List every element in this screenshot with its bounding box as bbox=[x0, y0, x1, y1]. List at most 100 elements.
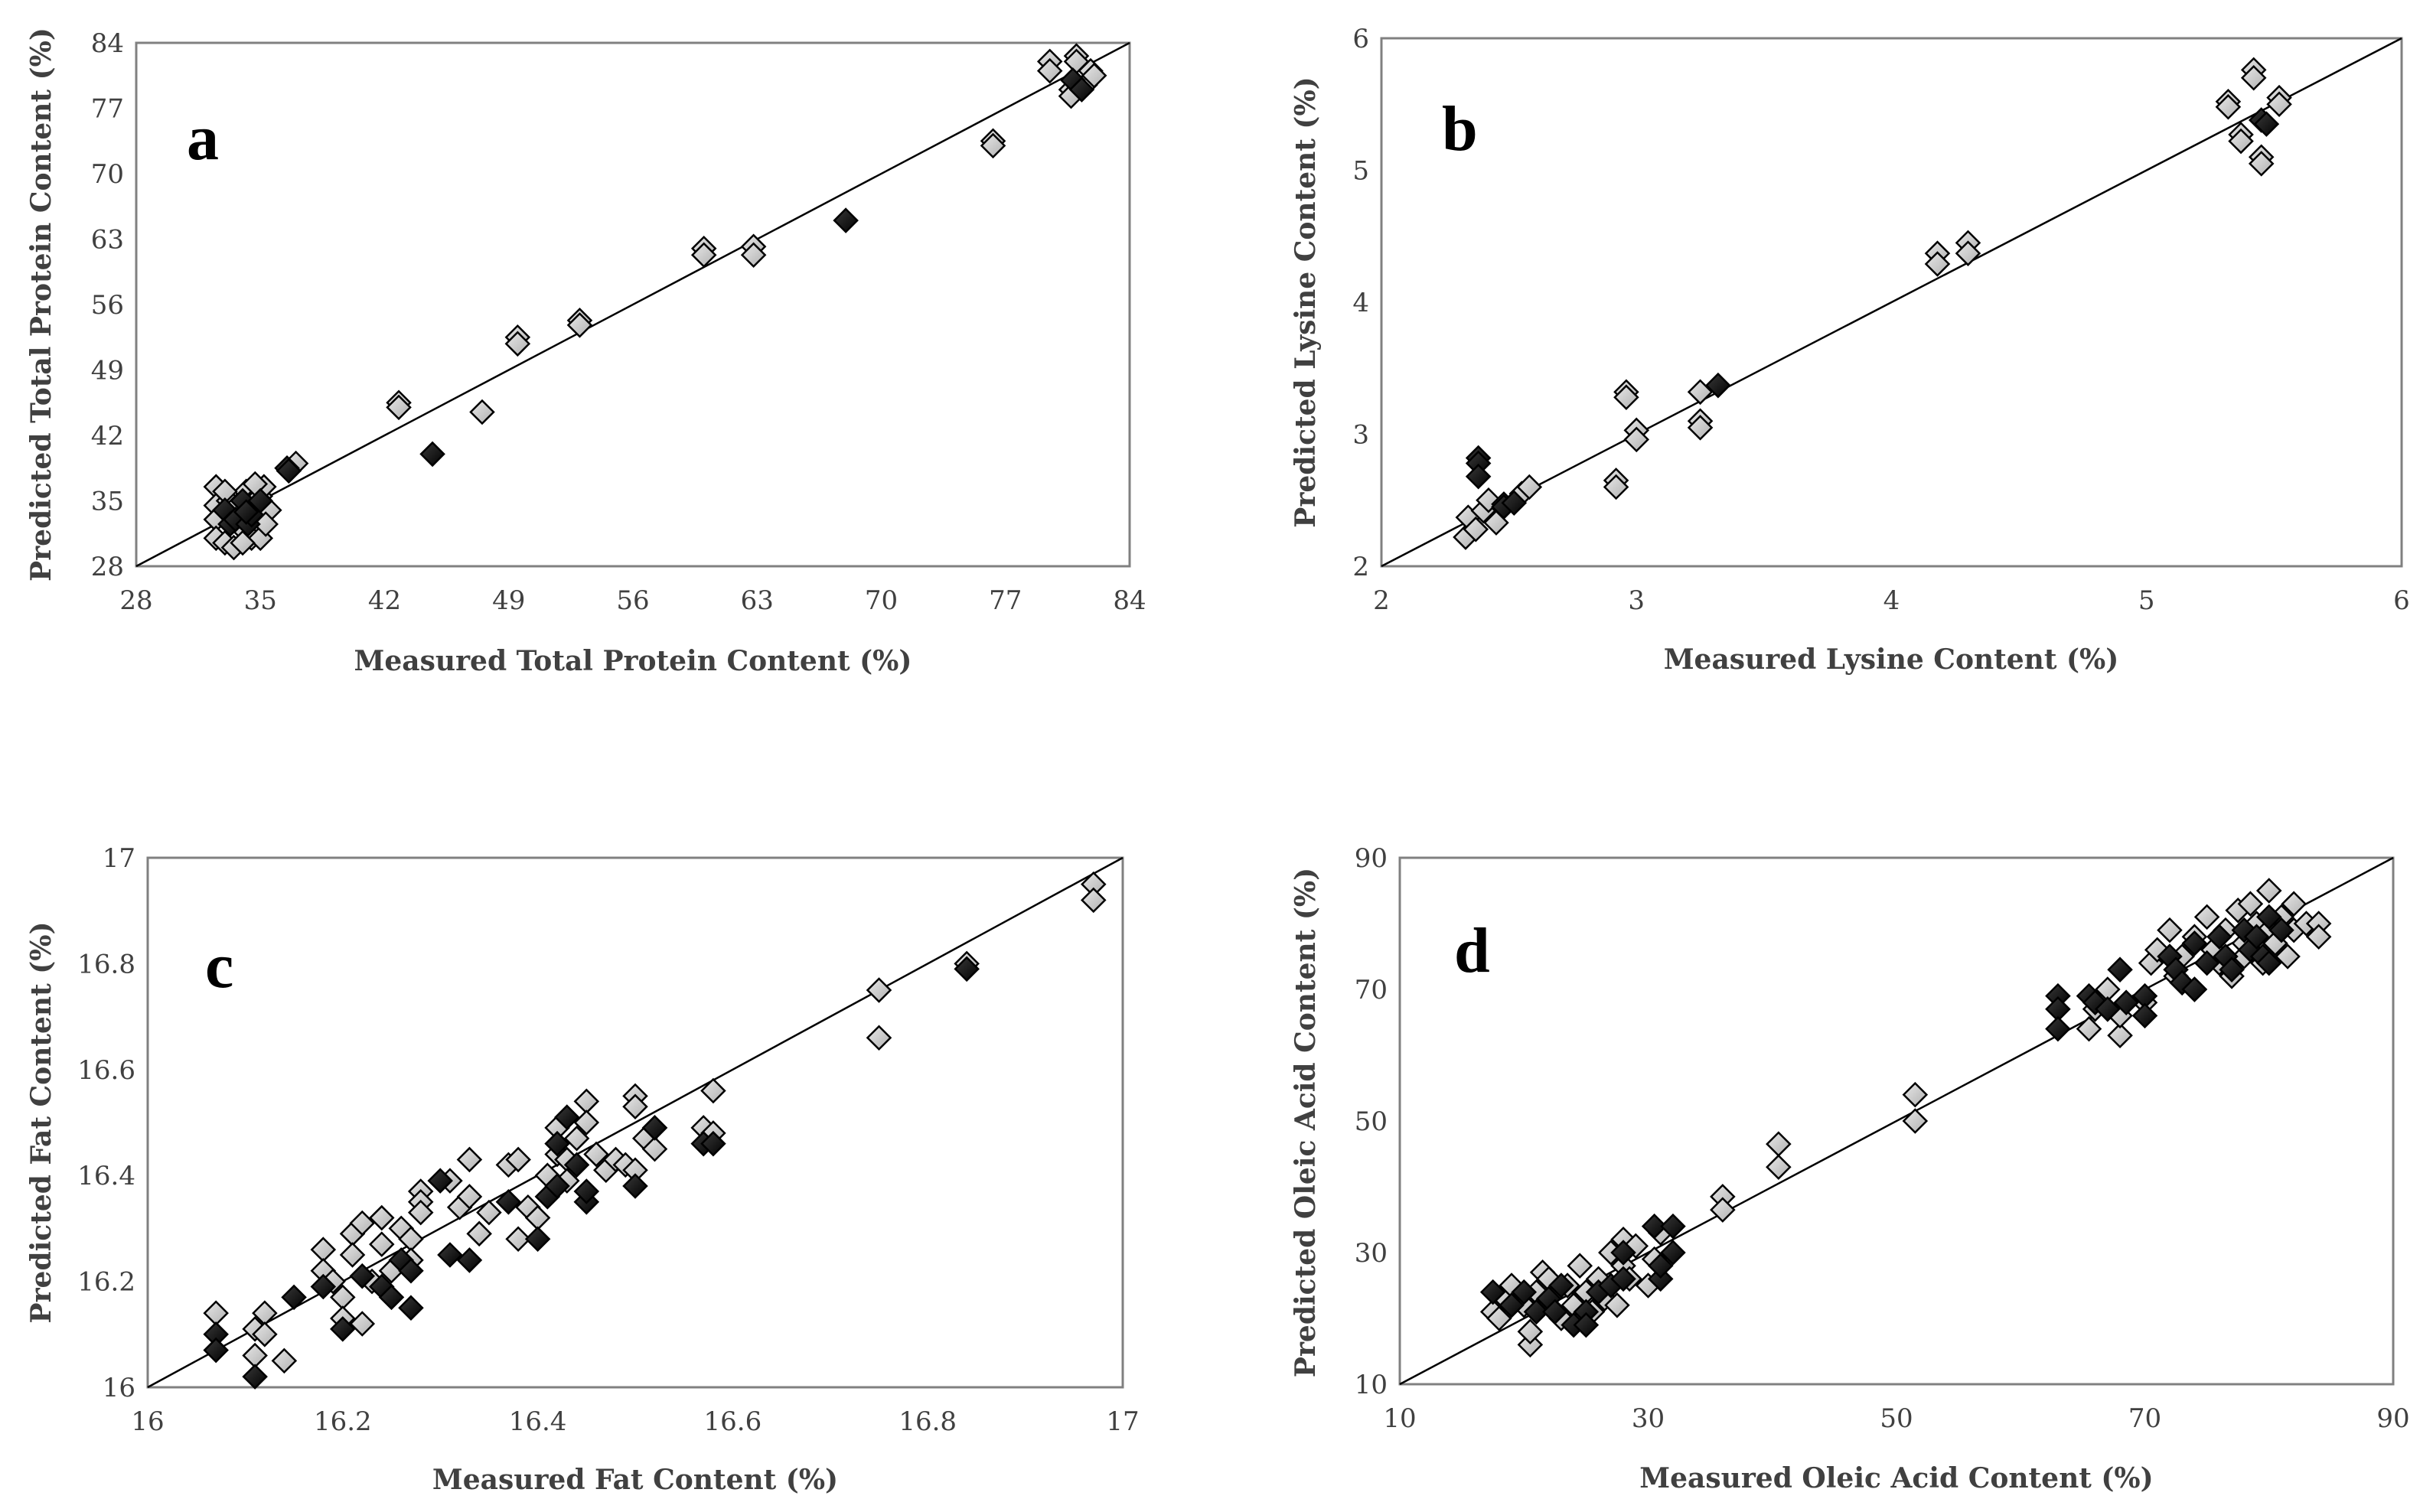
data-point-dark bbox=[437, 1242, 463, 1268]
data-point-light bbox=[563, 1125, 590, 1152]
data-point-light bbox=[1766, 1131, 1792, 1157]
reference-line-layer bbox=[1381, 37, 2402, 568]
data-point-light bbox=[1486, 1305, 1512, 1331]
data-point-dark bbox=[1548, 1272, 1574, 1299]
chart-panel-c: 16 16.2 16.4 16.6 16.8 17 1616.216.416.616.81… bbox=[25, 843, 1140, 1496]
x-tick-label: 16 bbox=[131, 1406, 164, 1437]
data-point-dark bbox=[2193, 950, 2220, 976]
y-tick-label: 63 bbox=[91, 225, 124, 256]
plot-frame bbox=[1380, 37, 2403, 568]
points-layer bbox=[1453, 57, 2292, 550]
y-tick-label: 28 bbox=[91, 552, 124, 582]
data-point-light bbox=[2157, 917, 2183, 943]
data-point-dark bbox=[398, 1295, 424, 1321]
x-tick-label: 16.8 bbox=[899, 1406, 957, 1437]
data-point-light bbox=[1517, 1331, 1544, 1358]
y-tick-label: 17 bbox=[103, 843, 135, 874]
data-point-dark bbox=[349, 1263, 376, 1289]
data-point-dark bbox=[203, 1337, 229, 1364]
data-point-dark bbox=[233, 499, 259, 525]
data-point-dark bbox=[554, 1104, 580, 1130]
data-point-light bbox=[1081, 887, 1107, 914]
data-point-dark bbox=[1660, 1213, 1686, 1240]
data-point-dark bbox=[1610, 1266, 1636, 1292]
data-point-dark bbox=[2255, 950, 2282, 976]
data-point-light bbox=[1567, 1253, 1593, 1279]
data-point-dark bbox=[2095, 996, 2121, 1022]
data-point-dark bbox=[2243, 924, 2270, 950]
x-tick-label: 16.6 bbox=[704, 1406, 762, 1437]
data-point-light bbox=[1766, 1154, 1792, 1180]
data-point-dark bbox=[1499, 1292, 1525, 1318]
data-point-dark bbox=[1068, 77, 1095, 103]
data-point-dark bbox=[2181, 976, 2208, 1002]
data-point-dark bbox=[2113, 989, 2139, 1015]
chart-panel-d: 10 30 50 70 90 10 30 50 70 90 d Measured Oleic A… bbox=[1290, 843, 2410, 1494]
data-point-light bbox=[1710, 1197, 1736, 1223]
data-point-light bbox=[242, 1342, 268, 1369]
x-tick-labels: 10 30 50 70 90 bbox=[1383, 1403, 2409, 1434]
data-point-dark bbox=[495, 1189, 522, 1215]
data-point-dark bbox=[2255, 904, 2282, 930]
reference-line-layer bbox=[1399, 856, 2394, 1386]
x-axis-title: Measured Total Protein Content (%) bbox=[354, 645, 912, 677]
x-tick-label: 42 bbox=[368, 585, 401, 616]
y-tick-label: 30 bbox=[1355, 1238, 1388, 1269]
reference-line bbox=[1399, 856, 2394, 1386]
y-tick-labels: 16 16.2 16.4 16.6 16.8 17 bbox=[77, 843, 135, 1403]
data-point-light bbox=[573, 1088, 600, 1115]
data-point-dark bbox=[456, 1247, 483, 1273]
x-tick-label: 63 bbox=[741, 585, 774, 616]
y-tick-label: 2 bbox=[1352, 552, 1369, 582]
plot-frame bbox=[1398, 856, 2395, 1386]
y-tick-label: 50 bbox=[1355, 1106, 1388, 1137]
data-point-light bbox=[1687, 379, 1714, 406]
x-tick-label: 17 bbox=[1106, 1406, 1139, 1437]
data-point-light bbox=[700, 1077, 726, 1104]
data-point-light bbox=[2228, 128, 2254, 155]
panel-label: b bbox=[1442, 93, 1478, 165]
reference-line bbox=[147, 856, 1124, 1389]
points-layer bbox=[203, 871, 1107, 1390]
data-point-light bbox=[1613, 384, 1639, 410]
data-point-light bbox=[622, 1093, 648, 1120]
data-point-dark bbox=[2206, 924, 2232, 950]
plot-frame bbox=[135, 41, 1131, 568]
data-point-dark bbox=[310, 1273, 337, 1300]
data-point-dark bbox=[247, 487, 274, 514]
plot-frame bbox=[146, 856, 1124, 1389]
data-point-light bbox=[203, 1300, 229, 1326]
x-tick-label: 4 bbox=[1883, 585, 1900, 616]
data-point-light bbox=[2266, 91, 2292, 118]
points-layer bbox=[203, 43, 1107, 561]
data-point-light bbox=[2275, 943, 2301, 969]
data-point-light bbox=[866, 1025, 892, 1051]
x-tick-label: 16.4 bbox=[509, 1406, 567, 1437]
y-tick-label: 16.2 bbox=[77, 1267, 135, 1298]
y-tick-labels: 10 30 50 70 90 bbox=[1355, 843, 1388, 1400]
data-point-light bbox=[2248, 151, 2275, 177]
x-tick-label: 6 bbox=[2393, 585, 2410, 616]
x-tick-label: 2 bbox=[1373, 585, 1390, 616]
x-tick-label: 56 bbox=[616, 585, 649, 616]
data-point-light bbox=[2215, 93, 2242, 120]
y-tick-label: 42 bbox=[91, 421, 124, 451]
x-tick-label: 10 bbox=[1383, 1403, 1416, 1434]
y-tick-label: 3 bbox=[1352, 420, 1369, 451]
data-point-light bbox=[573, 1110, 600, 1136]
data-point-light bbox=[866, 977, 892, 1003]
data-point-dark bbox=[1647, 1266, 1674, 1292]
y-tick-label: 16 bbox=[103, 1373, 135, 1403]
x-tick-label: 50 bbox=[1880, 1403, 1913, 1434]
reference-line bbox=[1381, 37, 2402, 568]
data-point-light bbox=[310, 1237, 337, 1263]
panel-label: d bbox=[1454, 915, 1490, 986]
data-point-dark bbox=[544, 1130, 570, 1157]
x-tick-label: 28 bbox=[119, 585, 152, 616]
data-point-light bbox=[1924, 251, 1951, 277]
x-axis-title: Measured Oleic Acid Content (%) bbox=[1639, 1462, 2153, 1494]
y-axis-title: Predicted Fat Content (%) bbox=[25, 921, 57, 1323]
data-point-light bbox=[690, 242, 717, 269]
